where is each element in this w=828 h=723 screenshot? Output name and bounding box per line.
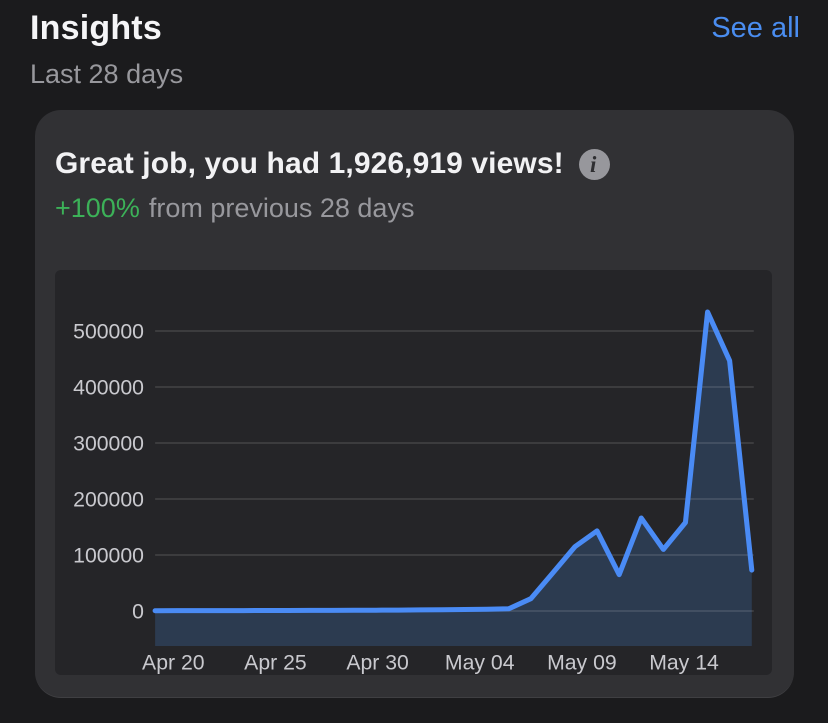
y-tick-label: 100000 <box>73 545 144 568</box>
y-tick-label: 500000 <box>73 321 144 344</box>
views-headline: Great job, you had 1,926,919 views! <box>55 147 564 180</box>
period-label: Last 28 days <box>30 59 184 89</box>
views-chart-svg: 0 100000 200000 300000 400000 500000 Apr 20 Apr… <box>73 309 755 675</box>
header: Insights See all <box>30 0 800 48</box>
y-tick-label: 300000 <box>73 433 144 456</box>
see-all-link[interactable]: See all <box>711 12 800 44</box>
headline-row: Great job, you had 1,926,919 views! i <box>55 147 772 181</box>
views-line <box>152 309 755 614</box>
delta-description: from previous 28 days <box>148 193 415 223</box>
y-tick-label: 400000 <box>73 377 144 400</box>
x-tick-label: May 09 <box>547 652 617 675</box>
x-tick-label: May 04 <box>445 652 515 675</box>
insights-page: Insights See all Last 28 days Great job,… <box>30 0 800 698</box>
delta-row: +100% from previous 28 days <box>55 193 772 224</box>
views-chart: 0 100000 200000 300000 400000 500000 Apr 20 Apr… <box>55 270 772 675</box>
y-tick-label: 200000 <box>73 489 144 512</box>
x-tick-label: May 14 <box>649 652 719 675</box>
x-tick-label: Apr 20 <box>142 652 205 675</box>
insights-card[interactable]: Great job, you had 1,926,919 views! i +1… <box>35 110 794 698</box>
info-icon[interactable]: i <box>578 148 610 180</box>
y-tick-label: 0 <box>132 601 144 624</box>
x-tick-label: Apr 30 <box>346 652 409 675</box>
page-title: Insights <box>30 9 162 47</box>
x-tick-label: Apr 25 <box>244 652 307 675</box>
chart-area-fill <box>155 312 752 646</box>
info-icon-glyph: i <box>590 151 597 177</box>
delta-percent: +100% <box>55 193 140 223</box>
